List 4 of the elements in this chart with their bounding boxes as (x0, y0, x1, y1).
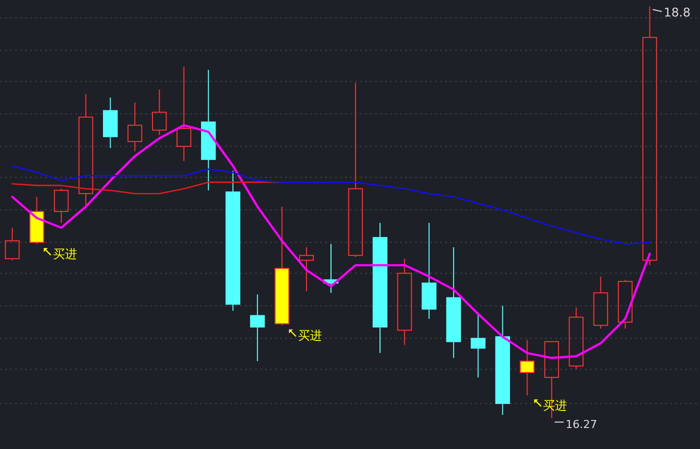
text: 18.8 (664, 6, 690, 20)
annotation: 16.27 (566, 418, 598, 432)
annotation: 买进 (298, 328, 322, 342)
annotation: 买进 (52, 247, 77, 262)
